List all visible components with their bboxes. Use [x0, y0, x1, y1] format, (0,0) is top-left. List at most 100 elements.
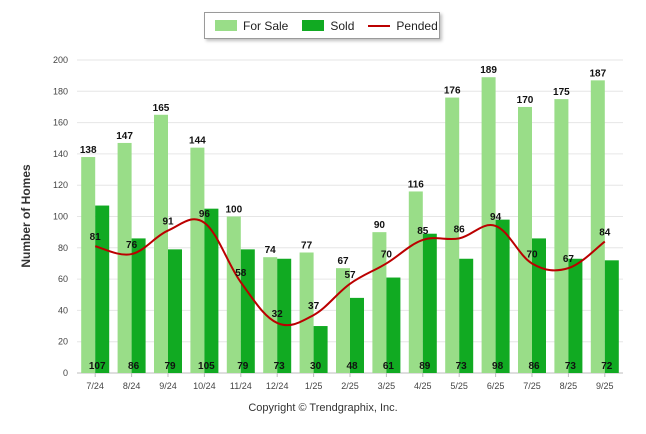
label-pended: 70 — [381, 249, 393, 260]
y-tick-label: 20 — [58, 337, 68, 347]
bar-sold — [422, 233, 437, 373]
legend-item-pended[interactable]: Pended — [368, 18, 438, 33]
bar-sold — [568, 258, 583, 373]
label-for-sale: 77 — [301, 240, 313, 251]
x-tick-label: 2/25 — [341, 381, 359, 391]
y-tick-label: 0 — [63, 368, 68, 378]
label-sold: 61 — [383, 361, 395, 372]
label-sold: 79 — [164, 361, 176, 372]
bar-sold — [204, 208, 219, 373]
pended-series-line — [94, 218, 606, 327]
bar-for-sale — [299, 252, 314, 373]
label-sold: 107 — [89, 361, 106, 372]
label-sold: 48 — [346, 361, 358, 372]
pended-line — [94, 218, 606, 327]
legend-item-for-sale[interactable]: For Sale — [215, 19, 288, 33]
label-pended: 32 — [272, 309, 284, 320]
bar-for-sale — [154, 114, 168, 374]
label-for-sale: 147 — [116, 131, 133, 142]
label-for-sale: 175 — [553, 87, 570, 98]
y-tick-label: 80 — [58, 243, 68, 253]
y-axis-ticks: 0 20 40 60 80 100 120 140 160 180 200 — [53, 55, 68, 378]
label-sold: 105 — [198, 361, 215, 372]
bar-for-sale — [226, 216, 241, 373]
label-sold: 72 — [601, 361, 613, 372]
bar-for-sale — [263, 257, 278, 373]
x-tick-label: 1/25 — [305, 381, 323, 391]
bars — [81, 77, 619, 374]
bar-sold — [386, 277, 401, 373]
bar-sold — [459, 258, 474, 373]
legend: For Sale Sold Pended — [204, 12, 440, 39]
label-pended: 67 — [563, 254, 575, 265]
label-sold: 73 — [565, 361, 577, 372]
bar-sold — [131, 238, 146, 373]
label-for-sale: 176 — [444, 86, 461, 97]
bar-sold — [604, 260, 619, 373]
x-axis-ticks: 7/24 8/24 9/24 10/24 11/24 12/24 1/25 2/25 3/25 4… — [86, 373, 614, 391]
x-tick-label: 5/25 — [450, 381, 468, 391]
label-pended: 70 — [526, 249, 538, 260]
label-sold: 98 — [492, 361, 504, 372]
x-tick-label: 12/24 — [266, 381, 289, 391]
bar-sold — [495, 219, 510, 373]
x-tick-label: 7/24 — [86, 381, 104, 391]
label-sold: 86 — [128, 361, 140, 372]
x-tick-label: 8/24 — [123, 381, 141, 391]
x-tick-label: 9/24 — [159, 381, 177, 391]
x-tick-label: 11/24 — [230, 381, 252, 391]
y-tick-label: 100 — [53, 212, 68, 222]
copyright-footer: Copyright © Trendgraphix, Inc. — [248, 402, 398, 414]
label-sold: 79 — [237, 361, 249, 372]
label-sold: 89 — [419, 361, 431, 372]
bar-for-sale — [445, 97, 460, 373]
label-for-sale: 100 — [225, 205, 242, 216]
y-tick-label: 180 — [53, 86, 68, 96]
label-sold: 73 — [456, 361, 468, 372]
label-for-sale: 170 — [517, 95, 534, 106]
bar-for-sale — [554, 99, 569, 373]
label-for-sale: 116 — [408, 179, 425, 190]
label-for-sale: 187 — [589, 68, 606, 79]
x-tick-label: 3/25 — [378, 381, 396, 391]
y-axis-label: Number of Homes — [19, 164, 33, 268]
bar-sold — [95, 205, 110, 373]
x-tick-label: 4/25 — [414, 381, 432, 391]
label-pended: 57 — [344, 270, 356, 281]
bar-for-sale — [518, 106, 532, 373]
label-for-sale: 165 — [153, 103, 170, 114]
x-tick-label: 8/25 — [560, 381, 578, 391]
bar-sold — [313, 326, 328, 373]
legend-label-for-sale: For Sale — [243, 18, 289, 33]
label-pended: 86 — [454, 224, 466, 235]
x-tick-label: 10/24 — [193, 381, 216, 391]
label-pended: 94 — [490, 212, 502, 223]
label-for-sale: 67 — [337, 256, 349, 267]
label-pended: 81 — [90, 232, 102, 243]
y-tick-label: 40 — [58, 305, 68, 315]
sold-swatch — [302, 20, 325, 31]
legend-label-sold: Sold — [330, 18, 355, 33]
label-for-sale: 144 — [189, 136, 206, 147]
for-sale-swatch — [215, 20, 237, 31]
legend-label-pended: Pended — [396, 18, 438, 33]
label-pended: 84 — [599, 228, 611, 239]
bar-sold — [240, 249, 255, 373]
x-tick-label: 6/25 — [487, 381, 505, 391]
x-tick-label: 9/25 — [596, 381, 614, 391]
bar-for-sale — [117, 142, 132, 373]
bar-for-sale — [190, 147, 205, 373]
y-tick-label: 120 — [53, 180, 68, 190]
label-for-sale: 189 — [480, 65, 497, 76]
bar-for-sale — [372, 232, 387, 373]
label-sold: 86 — [528, 361, 540, 372]
label-pended: 58 — [235, 268, 247, 279]
bar-sold — [532, 238, 546, 373]
bar-sold — [350, 297, 364, 373]
legend-item-sold[interactable]: Sold — [302, 19, 354, 33]
bar-sold — [277, 258, 292, 373]
label-sold: 30 — [310, 361, 322, 372]
bar-for-sale — [336, 268, 350, 373]
y-tick-label: 140 — [53, 149, 68, 159]
